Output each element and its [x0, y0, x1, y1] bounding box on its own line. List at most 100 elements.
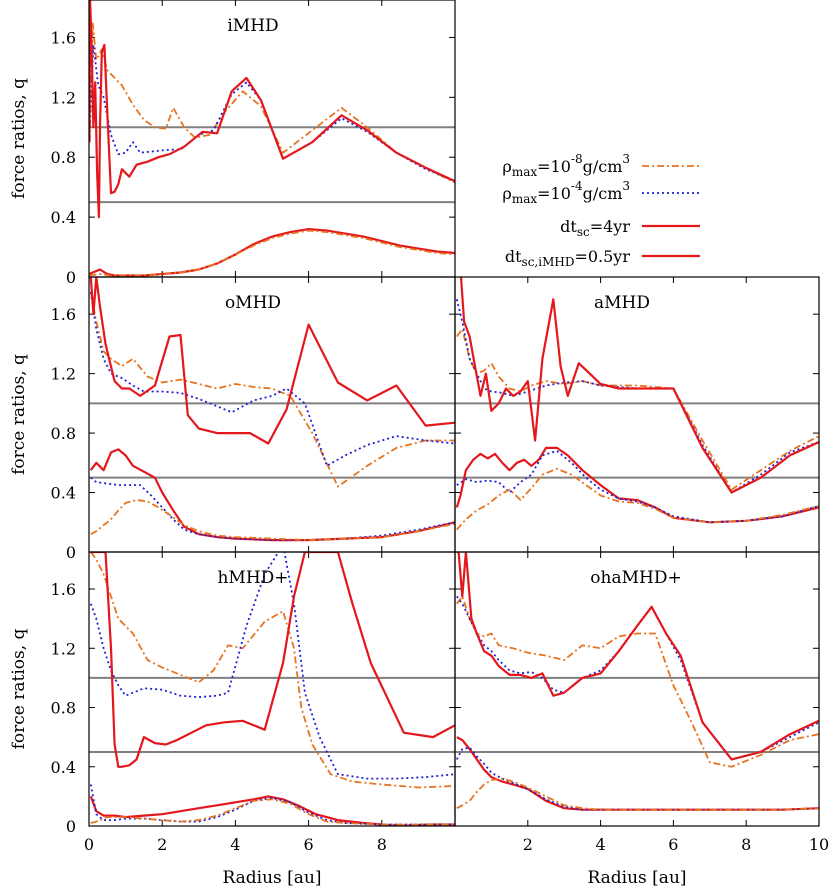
y-axis-label: force ratios, q	[9, 354, 29, 475]
x-tick-label: 8	[377, 835, 387, 854]
series-line-rho8	[89, 21, 455, 184]
panel-title: hMHD+	[217, 568, 288, 588]
series-line-dt4	[90, 552, 455, 768]
series-line-rho8	[90, 552, 455, 789]
legend-label-part: =0.5yr	[574, 247, 630, 266]
series-group	[455, 277, 819, 531]
y-axis-label: force ratios, q	[9, 628, 29, 749]
series-line-rho4	[456, 746, 819, 811]
panel-ohaMHD+: ohaMHD+	[454, 551, 820, 827]
x-tick-label: 10	[809, 835, 829, 854]
legend-label-part: 3	[622, 152, 630, 166]
series-line-rho4	[455, 299, 819, 494]
y-tick-label: 1.6	[51, 305, 76, 324]
panel-frame	[88, 0, 456, 278]
series-line-rho8	[456, 328, 819, 491]
series-line-dt4	[456, 552, 819, 761]
x-tick-label: 6	[304, 835, 314, 854]
y-tick-label: 0	[66, 268, 76, 287]
x-tick-label: 6	[668, 835, 678, 854]
series-line-dt4	[456, 277, 819, 494]
series-group	[89, 277, 455, 542]
y-tick-label: 0.4	[51, 484, 76, 503]
x-tick-label: 4	[230, 835, 240, 854]
series-line-rho8	[456, 777, 819, 811]
y-tick-label: 0.8	[51, 424, 76, 443]
legend-label-part: g/cm	[583, 184, 623, 203]
panel-iMHD: iMHD	[88, 0, 456, 278]
series-line-rho8	[89, 291, 455, 488]
legend-label-part: =4yr	[590, 217, 631, 236]
y-tick-label: 0.8	[51, 148, 76, 167]
series-line-rho8	[90, 499, 455, 541]
series-line-rho4	[89, 44, 455, 183]
x-tick-label: 8	[741, 835, 751, 854]
legend-label-part: 3	[622, 179, 630, 193]
legend-label-part: g/cm	[583, 157, 623, 176]
legend-label-part: ρ	[502, 157, 511, 176]
legend-label-part: =10	[537, 184, 571, 203]
series-line-dt4	[89, 277, 455, 445]
series-line-dt05	[456, 736, 819, 811]
y-tick-label: 1.6	[51, 580, 76, 599]
panel-title: aMHD	[594, 293, 650, 313]
series-line-rho8	[456, 467, 819, 531]
panel-frame	[454, 551, 820, 827]
legend-label: dtsc,iMHD=0.5yr	[505, 247, 630, 269]
series-line-dt05	[89, 448, 455, 542]
y-tick-label: 1.2	[51, 88, 76, 107]
legend-label-part: dt	[560, 217, 577, 236]
legend-label: ρmax=10-8g/cm3	[502, 152, 630, 179]
x-tick-label: 0	[84, 835, 94, 854]
y-tick-label: 0.8	[51, 699, 76, 718]
legend-label-part: -4	[571, 179, 583, 193]
legend-label: dtsc=4yr	[560, 217, 630, 239]
y-tick-label: 0.4	[51, 208, 76, 227]
legend-label-part: ρ	[502, 184, 511, 203]
x-axis-label: Radius [au]	[222, 868, 321, 888]
series-line-rho4	[89, 291, 455, 467]
y-tick-label: 0	[66, 817, 76, 836]
y-tick-label: 1.2	[51, 639, 76, 658]
x-tick-label: 2	[523, 835, 533, 854]
series-line-dt4	[89, 0, 455, 219]
y-tick-label: 0.4	[51, 758, 76, 777]
series-line-rho4	[89, 552, 455, 780]
legend-label: ρmax=10-4g/cm3	[502, 179, 630, 206]
panel-frame	[454, 276, 820, 553]
legend-label-part: max	[512, 165, 538, 179]
x-tick-label: 4	[596, 835, 606, 854]
series-group	[456, 552, 819, 811]
legend-label-part: sc,iMHD	[522, 255, 575, 269]
y-tick-label: 0	[66, 543, 76, 562]
series-line-rho4	[90, 476, 455, 541]
legend: ρmax=10-8g/cm3ρmax=10-4g/cm3dtsc=4yrdtsc…	[502, 152, 700, 269]
legend-label-part: max	[512, 192, 538, 206]
legend-label-part: dt	[505, 247, 522, 266]
legend-label-part: -8	[571, 152, 583, 166]
series-line-rho8	[89, 229, 455, 277]
panel-title: ohaMHD+	[590, 568, 681, 588]
series-line-rho4	[456, 449, 819, 524]
series-group	[89, 552, 455, 826]
series-line-dt05	[89, 795, 455, 826]
x-tick-label: 2	[157, 835, 167, 854]
y-tick-label: 1.2	[51, 365, 76, 384]
panel-title: iMHD	[227, 16, 278, 36]
legend-label-part: sc	[577, 225, 590, 239]
series-line-dt05	[89, 228, 455, 277]
series-group	[89, 0, 455, 277]
y-axis-label: force ratios, q	[9, 78, 29, 199]
y-tick-label: 1.6	[51, 28, 76, 47]
panel-frame	[88, 551, 456, 827]
series-line-dt05	[455, 446, 819, 524]
panel-oMHD: oMHD	[88, 276, 456, 553]
x-axis-label: Radius [au]	[587, 868, 686, 888]
panel-title: oMHD	[225, 293, 281, 313]
series-line-rho8	[456, 595, 819, 768]
panel-aMHD: aMHD	[454, 276, 820, 553]
panel-frame	[88, 276, 456, 553]
legend-label-part: =10	[537, 157, 571, 176]
series-line-rho8	[90, 798, 455, 826]
